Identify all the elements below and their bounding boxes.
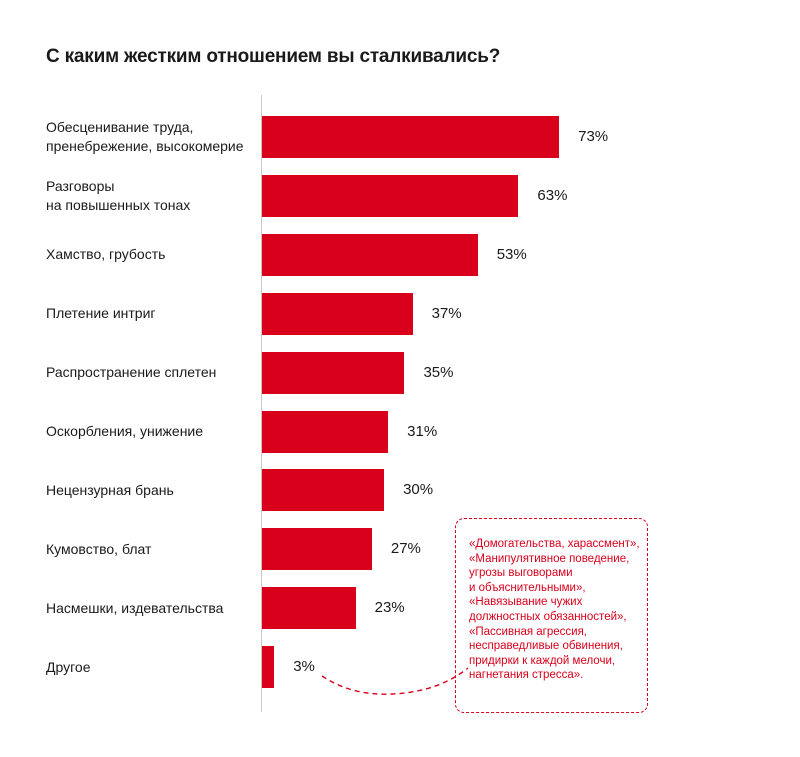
- category-label: Хамство, грубость: [46, 246, 166, 263]
- bar: [262, 174, 519, 217]
- value-label: 23%: [374, 599, 405, 617]
- value-label: 27%: [390, 540, 421, 558]
- category-label: Другое: [46, 658, 91, 675]
- value-label: 31%: [407, 422, 438, 440]
- bar: [262, 587, 356, 630]
- y-axis-line: [261, 95, 262, 712]
- value-label: 53%: [496, 245, 527, 263]
- value-label: 3%: [293, 658, 315, 676]
- value-label: 63%: [537, 186, 568, 204]
- bar: [262, 292, 413, 335]
- category-label: Обесценивание труда, пренебрежение, высо…: [46, 119, 244, 154]
- bar: [262, 469, 385, 512]
- bar: [262, 410, 389, 453]
- bar: [262, 116, 560, 158]
- category-label: Разговоры на повышенных тонах: [46, 177, 191, 213]
- category-label: Оскорбления, унижение: [46, 423, 204, 439]
- value-label: 73%: [578, 128, 609, 145]
- other-answers-callout: «Домогательства, харассмент», «Манипулят…: [455, 518, 648, 713]
- chart-title: С каким жестким отношением вы сталкивали…: [46, 46, 501, 67]
- bar: [262, 528, 372, 571]
- category-label: Нецензурная брань: [46, 481, 174, 498]
- bar: [262, 646, 275, 689]
- category-label: Распространение сплетен: [46, 364, 217, 381]
- bar: [262, 351, 405, 394]
- value-label: 30%: [403, 481, 434, 499]
- callout-text: «Домогательства, харассмент», «Манипулят…: [469, 538, 640, 682]
- bar: [262, 233, 478, 276]
- category-label: Кумовство, блат: [46, 540, 152, 557]
- value-label: 35%: [423, 363, 454, 381]
- category-label: Плетение интриг: [46, 305, 156, 322]
- category-label: Насмешки, издевательства: [46, 599, 224, 616]
- value-label: 37%: [431, 304, 462, 322]
